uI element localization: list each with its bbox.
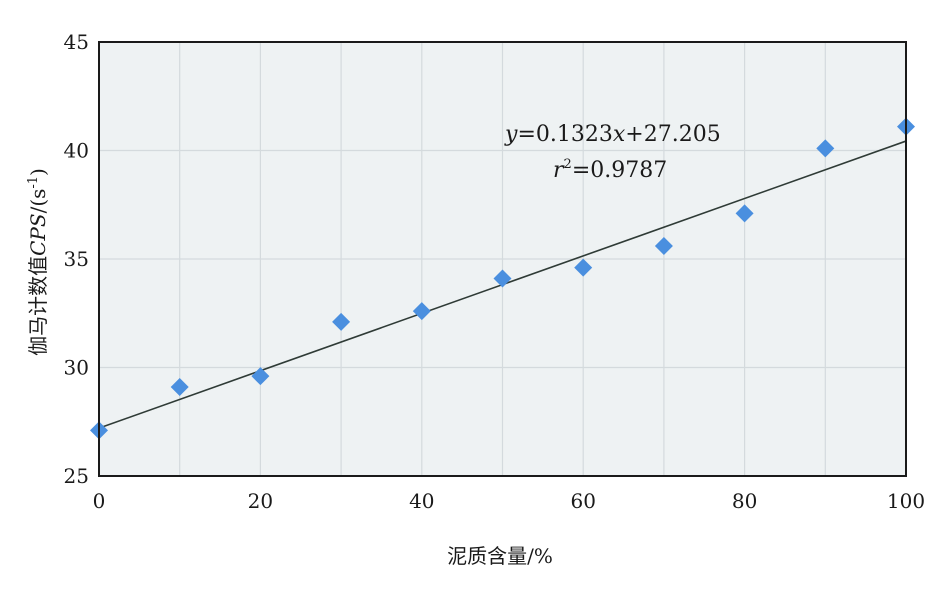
data-point <box>816 139 835 158</box>
data-point <box>574 258 593 277</box>
x-tick-label: 60 <box>570 489 595 513</box>
y-tick-label: 45 <box>64 30 89 54</box>
x-tick-label: 20 <box>248 489 273 513</box>
data-point <box>412 302 431 321</box>
y-tick-label: 25 <box>64 464 89 488</box>
data-point <box>654 236 673 255</box>
y-tick-label: 30 <box>64 356 89 380</box>
equation-label: y=0.1323x+27.205 <box>504 122 721 147</box>
x-tick-label: 100 <box>887 489 925 513</box>
y-tick-labels: 25 30 35 40 45 <box>64 30 89 488</box>
x-axis-title: 泥质含量/% <box>447 544 553 568</box>
plot-frame <box>98 41 907 477</box>
data-point <box>493 269 512 288</box>
y-tick-label: 40 <box>64 139 89 163</box>
x-tick-label: 80 <box>732 489 757 513</box>
data-point <box>251 367 270 386</box>
y-tick-label: 35 <box>64 247 89 271</box>
x-tick-label: 40 <box>409 489 434 513</box>
r-squared-label: r2=0.9787 <box>553 157 667 183</box>
data-point <box>735 204 754 223</box>
y-axis-title: 伽马计数值CPS/(s-1) <box>26 168 50 356</box>
data-point <box>332 312 351 331</box>
data-point <box>170 378 189 397</box>
x-tick-label: 0 <box>93 489 106 513</box>
x-tick-labels: 0 20 40 60 80 100 <box>93 489 925 513</box>
